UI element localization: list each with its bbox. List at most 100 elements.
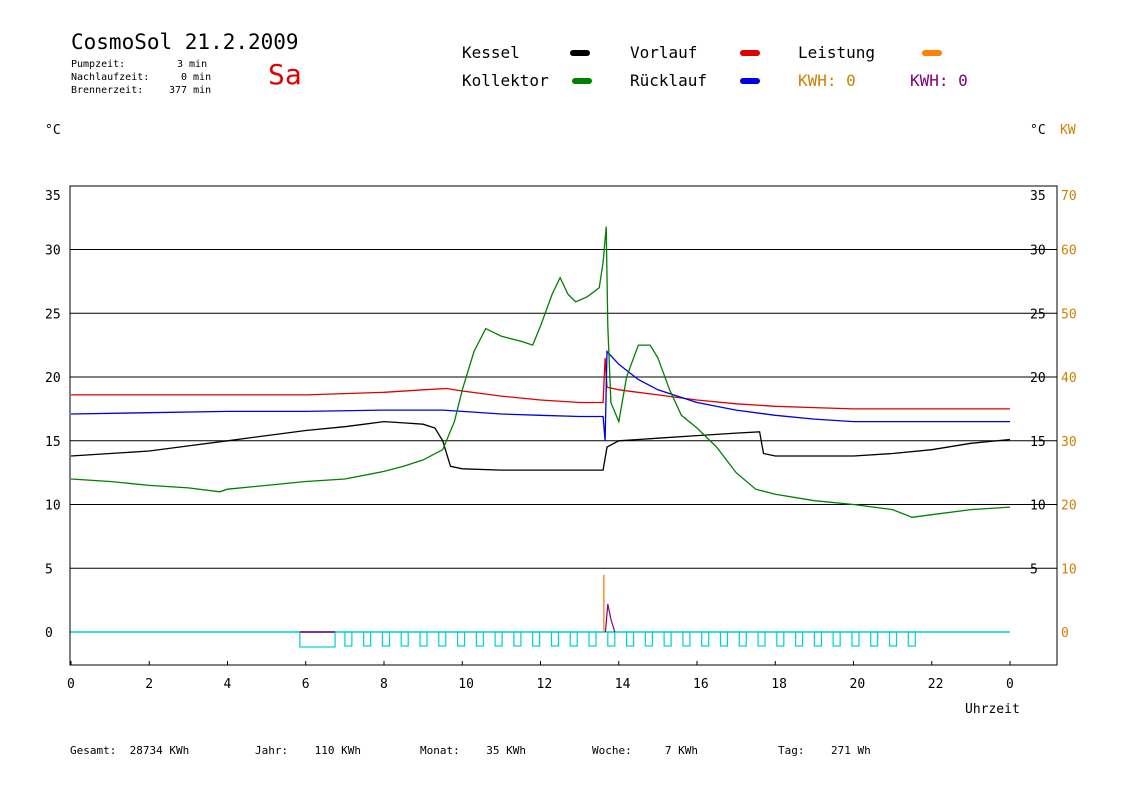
stat-pumpzeit: Pumpzeit: 3 min [71, 59, 208, 70]
y-tick-label: 25 [45, 307, 61, 322]
pump-pulse [870, 631, 879, 647]
pump-pulse [813, 631, 822, 647]
x-tick-label: 0 [67, 677, 75, 692]
y-tick-label-right: 5 [1030, 562, 1038, 577]
x-tick-label: 4 [224, 677, 232, 692]
y-tick-label-right: 35 [1030, 189, 1046, 204]
pump-pulse [738, 631, 747, 647]
pump-pulse [513, 631, 522, 647]
power-purple [604, 603, 616, 633]
pump-pulse [438, 631, 447, 647]
pump-pulse [644, 631, 653, 647]
pump-pulse [682, 631, 691, 647]
series-lines [70, 226, 1011, 518]
x-tick-label: 8 [380, 677, 388, 692]
legend-vorlauf: Vorlauf [630, 43, 698, 62]
pump-pulse [400, 631, 409, 647]
stat-nachlaufzeit: Nachlaufzeit: 0 min [71, 72, 212, 83]
y2-tick-label: 40 [1061, 371, 1077, 386]
pump-pulse [851, 631, 860, 647]
pump-pulse [888, 631, 898, 647]
series-kessel [70, 420, 1011, 471]
x-axis-label: Uhrzeit [965, 702, 1020, 717]
y-tick-label: 30 [45, 244, 61, 259]
y-tick-label-right: 30 [1030, 244, 1046, 259]
pump-pulse [663, 631, 672, 647]
right-axis-unit-kw: KW [1060, 123, 1076, 138]
pump-pulse [794, 631, 804, 647]
footer-gesamt: Gesamt: 28734 KWh [70, 744, 190, 757]
y-tick-label-right: 25 [1030, 307, 1046, 322]
pump-pulse [532, 631, 541, 647]
kwh-purple: KWH: 0 [910, 71, 968, 90]
weekday: Sa [268, 58, 302, 91]
y2-tick-label: 60 [1061, 244, 1077, 259]
pump-pulse [419, 631, 428, 647]
legend-kollektor: Kollektor [462, 71, 549, 90]
footer-jahr: Jahr: 110 KWh [255, 744, 361, 757]
y2-tick-label: 70 [1061, 189, 1077, 204]
x-tick-label: 0 [1006, 677, 1014, 692]
legend-ruecklauf: Rücklauf [630, 71, 708, 90]
y2-tick-label: 20 [1061, 499, 1077, 514]
x-tick-label: 2 [145, 677, 153, 692]
pump-pulse [907, 631, 916, 647]
y-tick-label: 15 [45, 435, 61, 450]
stat-brennerzeit: Brennerzeit: 377 min [71, 85, 212, 96]
y-tick-label: 10 [45, 499, 61, 514]
pump-pulse [494, 631, 503, 647]
pump-pulse [776, 631, 785, 647]
chart-title: CosmoSol 21.2.2009 [71, 30, 299, 54]
pump-pulse [381, 631, 391, 647]
grid-lines [70, 249, 1057, 665]
y2-tick-label: 30 [1061, 435, 1077, 450]
y-tick-label: 35 [45, 189, 61, 204]
y2-tick-label: 50 [1061, 307, 1077, 322]
footer-woche: Woche: 7 KWh [592, 744, 698, 757]
y-tick-label: 20 [45, 371, 61, 386]
x-tick-label: 12 [537, 677, 553, 692]
pump-pulse [701, 631, 710, 647]
y-tick-label-right: 10 [1030, 499, 1046, 514]
legend-kessel: Kessel [462, 43, 520, 62]
footer-tag: Tag: 271 Wh [778, 744, 871, 757]
x-tick-label: 16 [693, 677, 709, 692]
plot-frame [69, 185, 1058, 666]
pump-pulse [475, 631, 484, 647]
x-tick-label: 10 [458, 677, 474, 692]
right-axis-unit: °C [1030, 123, 1046, 138]
y-tick-label-right: 15 [1030, 435, 1046, 450]
y2-tick-label: 0 [1061, 626, 1069, 641]
pump-pulses [70, 574, 1010, 648]
x-tick-label: 22 [928, 677, 944, 692]
legend-ruecklauf-swatch [740, 78, 760, 84]
series-kollektor [70, 226, 1011, 518]
pump-pulse [569, 631, 578, 647]
pump-pulse [363, 631, 372, 647]
legend-kessel-swatch [570, 50, 590, 56]
pump-pulse [588, 631, 597, 647]
pump-pulse [344, 631, 353, 647]
footer-monat: Monat: 35 KWh [420, 744, 526, 757]
legend-leistung: Leistung [798, 43, 876, 62]
legend-vorlauf-swatch [740, 50, 760, 56]
x-tick-label: 20 [850, 677, 866, 692]
pump-pulse [719, 631, 729, 647]
x-tick-label: 18 [771, 677, 787, 692]
x-tick-label: 6 [302, 677, 310, 692]
kwh-orange: KWH: 0 [798, 71, 856, 90]
y2-tick-label: 10 [1061, 562, 1077, 577]
left-axis-unit: °C [45, 123, 61, 138]
y-tick-label: 0 [45, 626, 53, 641]
legend-kollektor-swatch [572, 78, 592, 84]
legend-leistung-swatch [922, 50, 942, 56]
pump-pulse [550, 631, 560, 647]
x-tick-label: 14 [615, 677, 631, 692]
pump-pulse [299, 631, 336, 648]
pump-pulse [607, 631, 616, 647]
series-ruecklauf [70, 349, 1010, 441]
pump-pulse [757, 631, 766, 647]
y-tick-label-right: 20 [1030, 371, 1046, 386]
